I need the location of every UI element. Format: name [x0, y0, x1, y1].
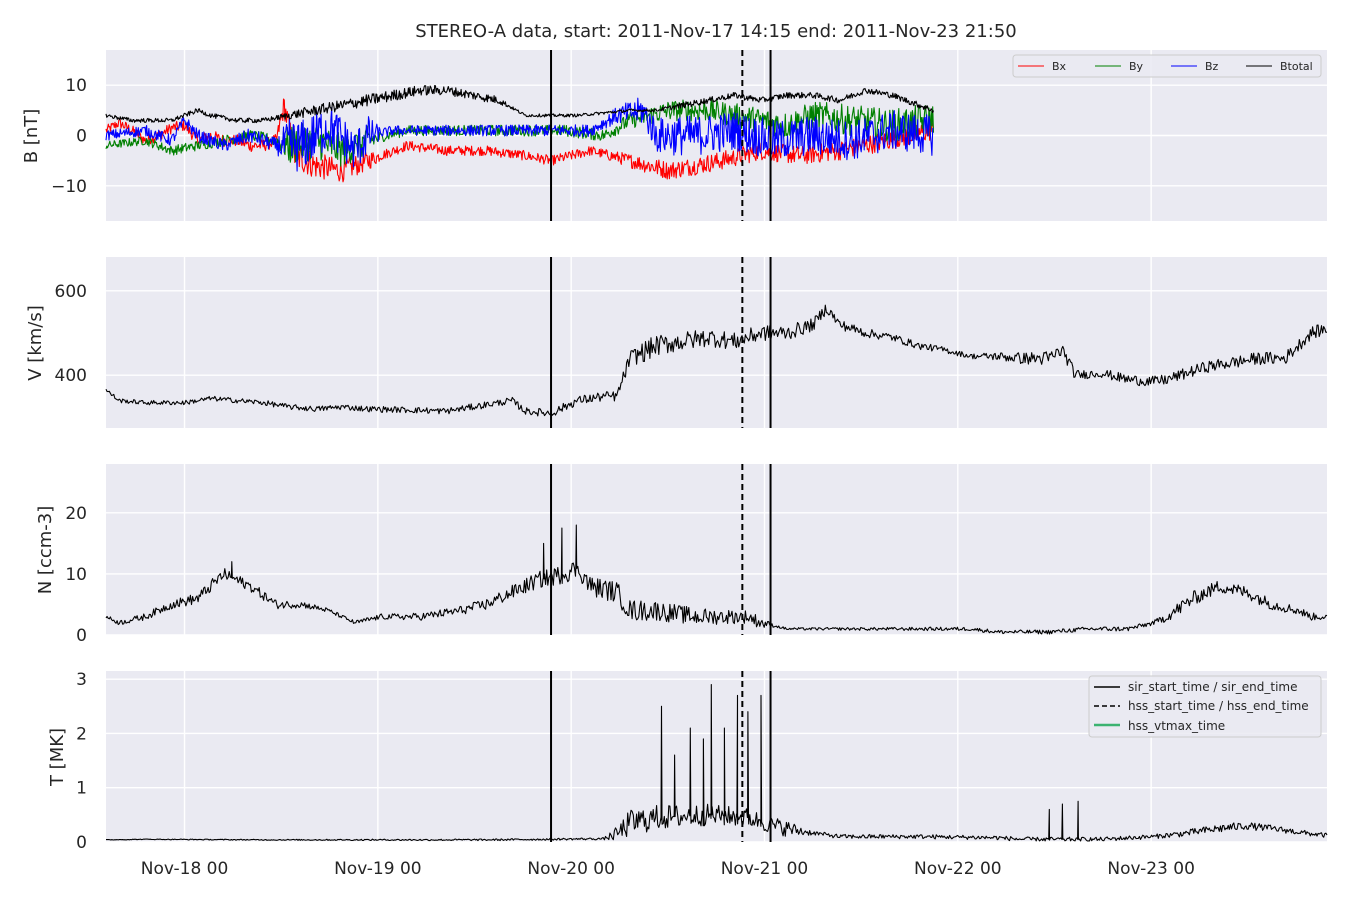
series-lines	[105, 524, 1328, 635]
legend-label-btotal: Btotal	[1280, 60, 1313, 73]
event-legend: sir_start_time / sir_end_time hss_start_…	[1088, 675, 1322, 738]
y-tick-label: −10	[51, 177, 87, 197]
y-axis-label: V [km/s]	[25, 305, 46, 380]
legend-label-bx: Bx	[1052, 60, 1067, 73]
field-legend: Bx By Bz Btotal	[1012, 54, 1322, 78]
speed-panel: 600 400 V [km/s]	[25, 257, 1328, 428]
x-tick-labels: Nov-18 00 Nov-19 00 Nov-20 00 Nov-21 00 Nov-…	[141, 859, 1195, 879]
y-tick-labels: 600 400	[55, 282, 87, 386]
series-line-bx	[105, 98, 935, 183]
y-tick-labels: 20 10 0	[65, 504, 87, 646]
x-tick-label: Nov-20 00	[527, 859, 615, 879]
y-tick-labels: 3 2 1 0	[76, 670, 87, 853]
series-line-btotal	[105, 84, 935, 124]
y-tick-label: 20	[65, 504, 87, 524]
y-tick-label: 0	[76, 127, 87, 147]
y-axis-label: N [ccm-3]	[35, 506, 56, 595]
legend-box	[1088, 675, 1322, 738]
y-tick-labels: 10 0 −10	[51, 76, 87, 197]
y-tick-label: 0	[76, 833, 87, 853]
x-tick-label: Nov-19 00	[334, 859, 422, 879]
y-tick-label: 10	[65, 565, 87, 585]
y-axis-label: T [MK]	[47, 728, 68, 787]
plot-background	[106, 464, 1327, 635]
y-tick-label: 2	[76, 724, 87, 744]
series-line-bz	[105, 97, 934, 172]
x-tick-label: Nov-18 00	[141, 859, 229, 879]
series-line-t	[106, 684, 1328, 842]
x-tick-label: Nov-23 00	[1107, 859, 1195, 879]
x-tick-label: Nov-22 00	[914, 859, 1002, 879]
legend-label-by: By	[1129, 60, 1144, 73]
event-marker-lines	[550, 50, 772, 221]
x-tick-label: Nov-21 00	[721, 859, 809, 879]
y-axis-label: B [nT]	[21, 109, 42, 164]
density-panel: 20 10 0 N [ccm-3]	[35, 464, 1328, 646]
y-tick-label: 600	[55, 282, 87, 302]
event-marker-lines	[550, 257, 772, 428]
grid-lines	[106, 464, 1327, 636]
y-tick-label: 0	[76, 626, 87, 646]
y-tick-label: 10	[65, 76, 87, 96]
magnetic-field-panel: 10 0 −10 B [nT] Bx By Bz Btotal	[21, 50, 1327, 221]
legend-box	[1012, 54, 1322, 78]
legend-label-sir: sir_start_time / sir_end_time	[1128, 680, 1298, 694]
temperature-panel: 3 2 1 0 T [MK] sir_start_time / sir_end_tim…	[47, 670, 1328, 853]
series-line-n	[105, 524, 1328, 635]
series-line-v	[105, 304, 1328, 417]
event-marker-lines	[550, 464, 772, 635]
legend-label-hss: hss_start_time / hss_end_time	[1128, 699, 1309, 713]
series-lines	[105, 304, 1328, 417]
figure-title: STEREO-A data, start: 2011-Nov-17 14:15 …	[415, 21, 1016, 42]
y-tick-label: 400	[55, 366, 87, 386]
legend-label-bz: Bz	[1205, 60, 1219, 73]
event-marker-lines	[550, 671, 772, 842]
series-lines	[106, 684, 1328, 842]
series-lines	[105, 84, 935, 183]
legend-label-hss-vtmax: hss_vtmax_time	[1128, 719, 1225, 733]
y-tick-label: 1	[76, 779, 87, 799]
y-tick-label: 3	[76, 670, 87, 690]
